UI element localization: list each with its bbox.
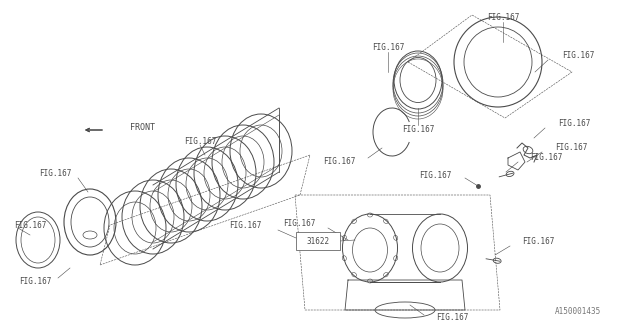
Text: FIG.167: FIG.167 [436, 314, 468, 320]
Text: FIG.167: FIG.167 [402, 125, 434, 134]
Text: FIG.167: FIG.167 [20, 277, 52, 286]
Text: FIG.167: FIG.167 [372, 44, 404, 52]
Text: FIG.167: FIG.167 [184, 138, 216, 147]
Text: FIG.167: FIG.167 [420, 171, 452, 180]
Text: 31622: 31622 [307, 236, 330, 245]
Text: FIG.167: FIG.167 [530, 154, 563, 163]
Text: FIG.167: FIG.167 [487, 13, 519, 22]
Text: FIG.167: FIG.167 [40, 169, 72, 178]
Text: FIG.167: FIG.167 [14, 220, 46, 229]
Text: FIG.167: FIG.167 [562, 52, 595, 60]
Text: FIG.167: FIG.167 [323, 157, 355, 166]
Text: FIG.167: FIG.167 [283, 220, 315, 228]
Text: FIG.167: FIG.167 [555, 143, 588, 153]
Text: FIG.167: FIG.167 [230, 221, 262, 230]
Text: FIG.167: FIG.167 [522, 237, 554, 246]
Text: FRONT: FRONT [130, 124, 155, 132]
Text: FIG.167: FIG.167 [558, 119, 590, 129]
Bar [296, 232, 340, 250]
Text: A150001435: A150001435 [555, 308, 601, 316]
